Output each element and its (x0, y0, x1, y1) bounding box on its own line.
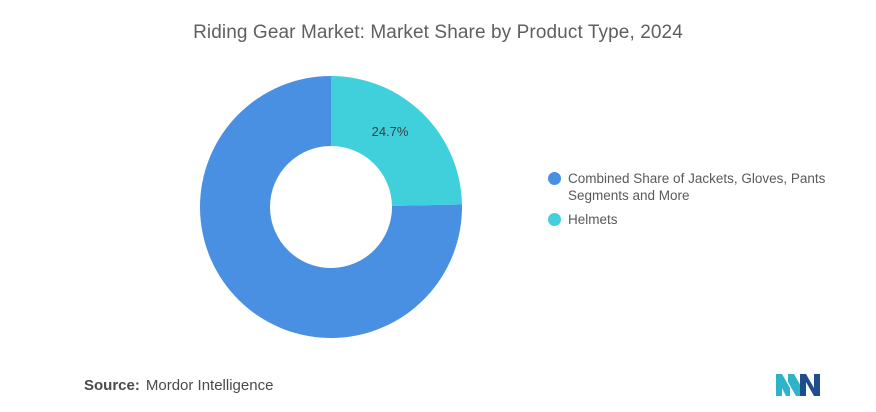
source-value: Mordor Intelligence (145, 377, 274, 394)
donut-slice-combined-share-of-jackets-gloves-pants-segments-and-more[interactable] (200, 76, 462, 338)
chart-legend: Combined Share of Jackets, Gloves, Pants… (548, 170, 848, 235)
source-label: Source: (84, 377, 140, 394)
donut-slices (200, 76, 462, 338)
chart-title: Riding Gear Market: Market Share by Prod… (193, 22, 683, 43)
legend-swatch-helmets (548, 213, 561, 226)
legend-item-combined[interactable]: Combined Share of Jackets, Gloves, Pants… (548, 170, 848, 204)
source-note: Source: Mordor Intelligence (84, 377, 273, 394)
legend-label-helmets: Helmets (568, 212, 618, 227)
legend-swatch-combined (548, 172, 561, 185)
mordor-intelligence-logo-icon (776, 374, 820, 396)
donut-slice-helmets[interactable] (331, 76, 462, 206)
slice-label-helmets: 24.7% (372, 124, 409, 139)
legend-item-helmets[interactable]: Helmets (548, 211, 848, 228)
donut-slice-labels: 24.7% (372, 124, 409, 139)
legend-label-combined: Combined Share of Jackets, Gloves, Pants… (568, 171, 826, 203)
